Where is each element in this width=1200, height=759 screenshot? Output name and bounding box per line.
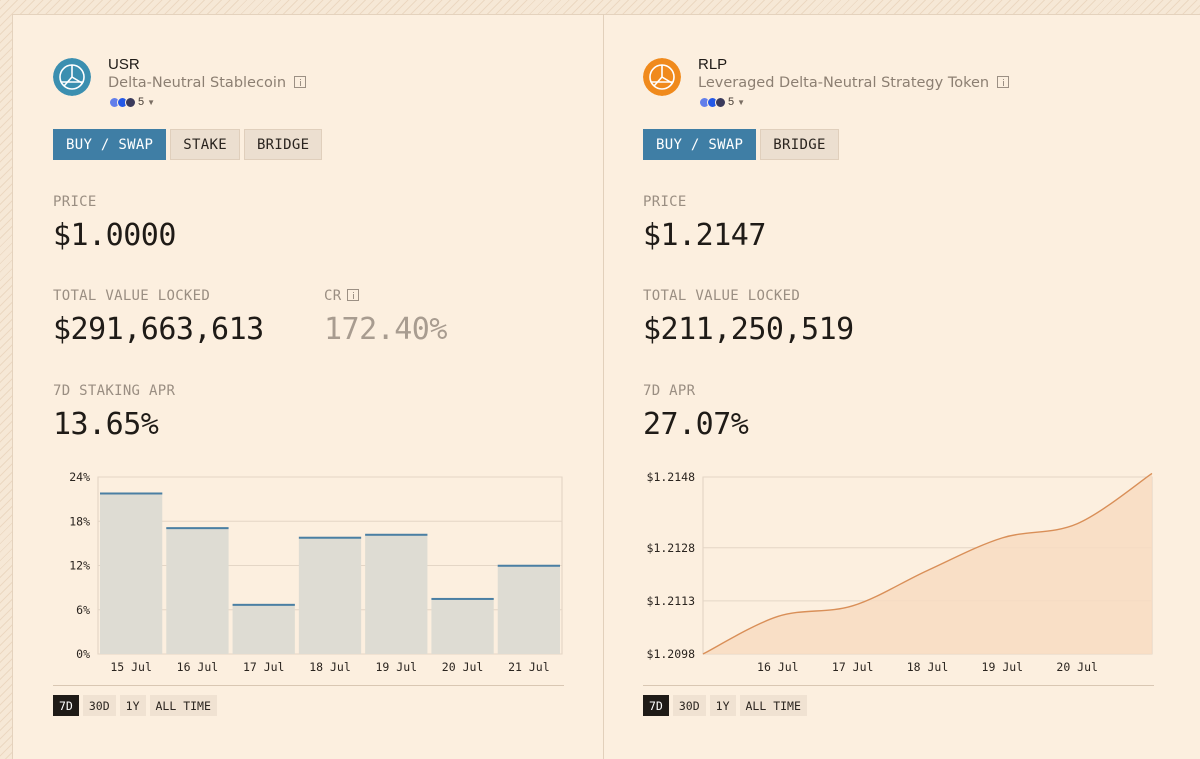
bar-cap — [497, 564, 560, 567]
token-subtitle: Delta-Neutral Stablecoin — [108, 75, 307, 91]
range-7d-button[interactable]: 7D — [53, 695, 79, 716]
bridge-button[interactable]: BRIDGE — [760, 129, 839, 160]
x-tick-label: 17 Jul — [243, 660, 285, 674]
tvl-value: $211,250,519 — [643, 312, 854, 347]
usr-logo-icon — [53, 58, 91, 96]
bar-chart-svg: 24% 18% 12% 6% 0% 15 Jul 16 Jul 17 Jul 18 Jul 19 … — [69, 470, 563, 674]
bridge-button[interactable]: BRIDGE — [243, 129, 323, 160]
x-tick-label: 18 Jul — [309, 660, 351, 674]
x-tick-label: 19 Jul — [982, 660, 1024, 674]
series-line — [702, 472, 1153, 655]
y-tick-label: $1.2128 — [647, 541, 696, 555]
bar-cap — [431, 597, 494, 600]
token-name: RLP — [698, 56, 728, 73]
area-chart-svg: $1.2148 $1.2128 $1.2113 $1.2098 16 Jul 17 Jul… — [647, 470, 1153, 674]
stake-button[interactable]: STAKE — [170, 129, 240, 160]
tvl-label: TOTAL VALUE LOCKED — [643, 288, 801, 304]
range-30d-button[interactable]: 30D — [672, 695, 706, 716]
range-all-time-button[interactable]: ALL TIME — [739, 695, 807, 716]
x-tick-label: 17 Jul — [832, 660, 874, 674]
range-30d-button[interactable]: 30D — [82, 695, 116, 716]
bar — [298, 536, 362, 654]
price-value: $1.2147 — [643, 218, 766, 253]
price-history-chart: $1.2148 $1.2128 $1.2113 $1.2098 16 Jul 17 Jul… — [604, 14, 1200, 694]
range-7d-button[interactable]: 7D — [643, 695, 669, 716]
chain-icon — [125, 96, 136, 108]
range-1y-button[interactable]: 1Y — [119, 695, 146, 716]
y-tick-label: 6% — [76, 603, 90, 617]
y-tick-label: 18% — [69, 514, 90, 528]
x-tick-label: 18 Jul — [907, 660, 949, 674]
usr-range-tabs: 7D 30D 1Y ALL TIME — [53, 695, 217, 716]
y-tick-label: 0% — [76, 647, 90, 661]
bar-cap — [166, 527, 229, 530]
token-subtitle: Leveraged Delta-Neutral Strategy Token — [698, 75, 1010, 91]
token-subtitle-text: Leveraged Delta-Neutral Strategy Token — [698, 75, 990, 91]
cr-label: CR — [324, 288, 360, 304]
token-subtitle-text: Delta-Neutral Stablecoin — [108, 75, 287, 91]
y-tick-label: 12% — [69, 559, 90, 573]
x-tick-label: 19 Jul — [376, 660, 418, 674]
range-1y-button[interactable]: 1Y — [709, 695, 736, 716]
bar — [100, 492, 163, 654]
range-all-time-button[interactable]: ALL TIME — [149, 695, 217, 716]
chain-icon — [715, 96, 726, 108]
apr-label: 7D APR — [643, 383, 696, 399]
y-tick-label: $1.2098 — [647, 647, 696, 661]
rlp-logo-icon — [643, 58, 681, 96]
info-icon[interactable] — [997, 76, 1010, 88]
chart-rule — [643, 685, 1154, 686]
area-fill — [703, 473, 1152, 654]
action-tabs: BUY / SWAP STAKE BRIDGE — [53, 129, 323, 160]
bar-cap — [298, 536, 362, 539]
action-tabs: BUY / SWAP BRIDGE — [643, 129, 839, 160]
chain-count: 5 — [138, 96, 145, 108]
x-tick-label: 20 Jul — [1056, 660, 1098, 674]
apr-label: 7D STAKING APR — [53, 383, 176, 399]
chevron-down-icon: ▼ — [737, 97, 746, 107]
token-name: USR — [108, 56, 140, 73]
tvl-value: $291,663,613 — [53, 312, 264, 347]
chain-selector[interactable]: 5 ▼ — [109, 95, 155, 109]
bar — [166, 527, 229, 654]
y-tick-label: $1.2113 — [647, 594, 696, 608]
y-tick-label: $1.2148 — [647, 470, 696, 484]
chart-rule — [53, 685, 564, 686]
x-tick-label: 16 Jul — [177, 660, 219, 674]
y-tick-label: 24% — [69, 470, 90, 484]
bar — [232, 603, 295, 654]
bar — [431, 597, 494, 654]
x-tick-label: 15 Jul — [110, 660, 152, 674]
price-label: PRICE — [643, 194, 687, 210]
chain-count: 5 — [728, 96, 735, 108]
info-icon[interactable] — [347, 289, 360, 301]
cr-value: 172.40% — [324, 312, 447, 347]
price-label: PRICE — [53, 194, 97, 210]
x-tick-label: 20 Jul — [442, 660, 484, 674]
chevron-down-icon: ▼ — [147, 97, 156, 107]
x-tick-label: 16 Jul — [757, 660, 799, 674]
bar-cap — [365, 533, 428, 536]
card-divider — [603, 14, 604, 759]
chain-selector[interactable]: 5 ▼ — [699, 95, 745, 109]
usr-card: USR Delta-Neutral Stablecoin 5 ▼ BUY / S… — [12, 14, 603, 759]
price-value: $1.0000 — [53, 218, 176, 253]
bar-cap — [232, 603, 295, 606]
cr-label-text: CR — [324, 288, 342, 304]
x-tick-label: 21 Jul — [508, 660, 550, 674]
rlp-card: RLP Leveraged Delta-Neutral Strategy Tok… — [604, 14, 1200, 759]
apr-value: 27.07% — [643, 407, 749, 442]
bar — [497, 564, 560, 654]
buy-swap-button[interactable]: BUY / SWAP — [53, 129, 167, 160]
bar-cap — [100, 492, 163, 495]
bar — [365, 533, 428, 654]
info-icon[interactable] — [294, 76, 307, 88]
rlp-range-tabs: 7D 30D 1Y ALL TIME — [643, 695, 807, 716]
staking-apr-chart: 24% 18% 12% 6% 0% 15 Jul 16 Jul 17 Jul 18 Jul 19 … — [12, 14, 603, 694]
apr-value: 13.65% — [53, 407, 159, 442]
buy-swap-button[interactable]: BUY / SWAP — [643, 129, 757, 160]
tvl-label: TOTAL VALUE LOCKED — [53, 288, 211, 304]
